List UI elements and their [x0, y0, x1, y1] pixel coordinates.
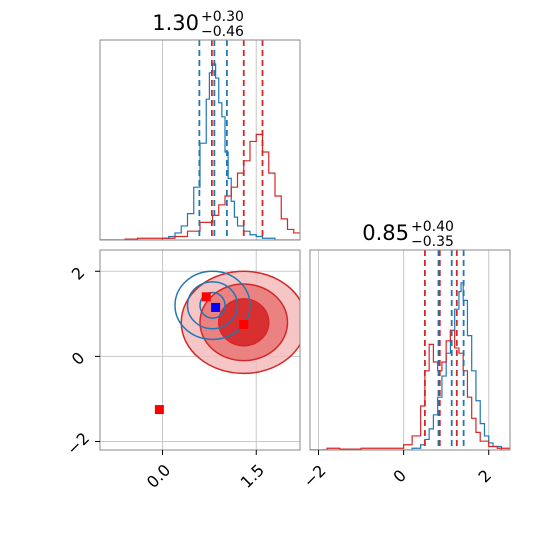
scatter-p1-p2-contour-1-0: [174, 270, 251, 341]
scatter-p1-p2-panel: 0.0 1.5 −2 0 2: [63, 249, 301, 492]
scatter-p1-p2-plot-area: [100, 250, 300, 450]
hist-p2-xtick-label-2: 2: [475, 466, 496, 487]
scatter-p1-p2-ytick-label-0: −2: [63, 429, 93, 459]
hist-p2-panel: −2 0 2: [300, 249, 511, 491]
scatter-p1-p2-marker-2: [239, 319, 249, 329]
hist-p1-panel: [99, 39, 301, 241]
scatter-p1-p2-contour-1-1: [186, 281, 239, 330]
scatter-p1-p2-frame: [99, 249, 301, 451]
scatter-p1-p2-contour-1-2: [199, 291, 226, 319]
hist-p1-plot-area: [100, 40, 300, 240]
hist-p2-xtick-label-1: 0: [389, 466, 410, 487]
p2-title-plus: +0.40: [411, 219, 454, 235]
hist-p1-frame: [99, 39, 301, 241]
p1-title-minus: −0.46: [201, 24, 244, 40]
hist-p2-hist-series-1: [310, 329, 510, 450]
p2-title-minus: −0.35: [411, 234, 454, 250]
hist-p2-plot-area: [310, 250, 510, 450]
scatter-p1-p2-ytick-label-1: 0: [68, 348, 89, 369]
p1-title: 1.30 +0.30−0.46: [152, 9, 244, 40]
scatter-p1-p2-ytick-label-2: 2: [68, 263, 89, 284]
hist-p1-hist-series-0: [100, 63, 300, 240]
hist-p2-xtick-label-0: −2: [300, 461, 330, 491]
p1-title-plus: +0.30: [201, 9, 244, 25]
scatter-p1-p2-marker-3: [154, 405, 164, 415]
p2-title: 0.85 +0.40−0.35: [362, 219, 454, 250]
scatter-p1-p2-xtick-label-0: 0.0: [143, 460, 174, 491]
p1-title-value: 1.30: [152, 11, 199, 35]
scatter-p1-p2-xtick-label-1: 1.5: [237, 460, 268, 491]
hist-p2-hist-series-0: [310, 282, 510, 450]
scatter-p1-p2-marker-0: [201, 292, 211, 302]
hist-p2-frame: [309, 249, 511, 451]
scatter-p1-p2-marker-1: [211, 302, 221, 312]
p2-title-value: 0.85: [362, 221, 409, 245]
hist-p1-hist-series-1: [100, 133, 300, 240]
